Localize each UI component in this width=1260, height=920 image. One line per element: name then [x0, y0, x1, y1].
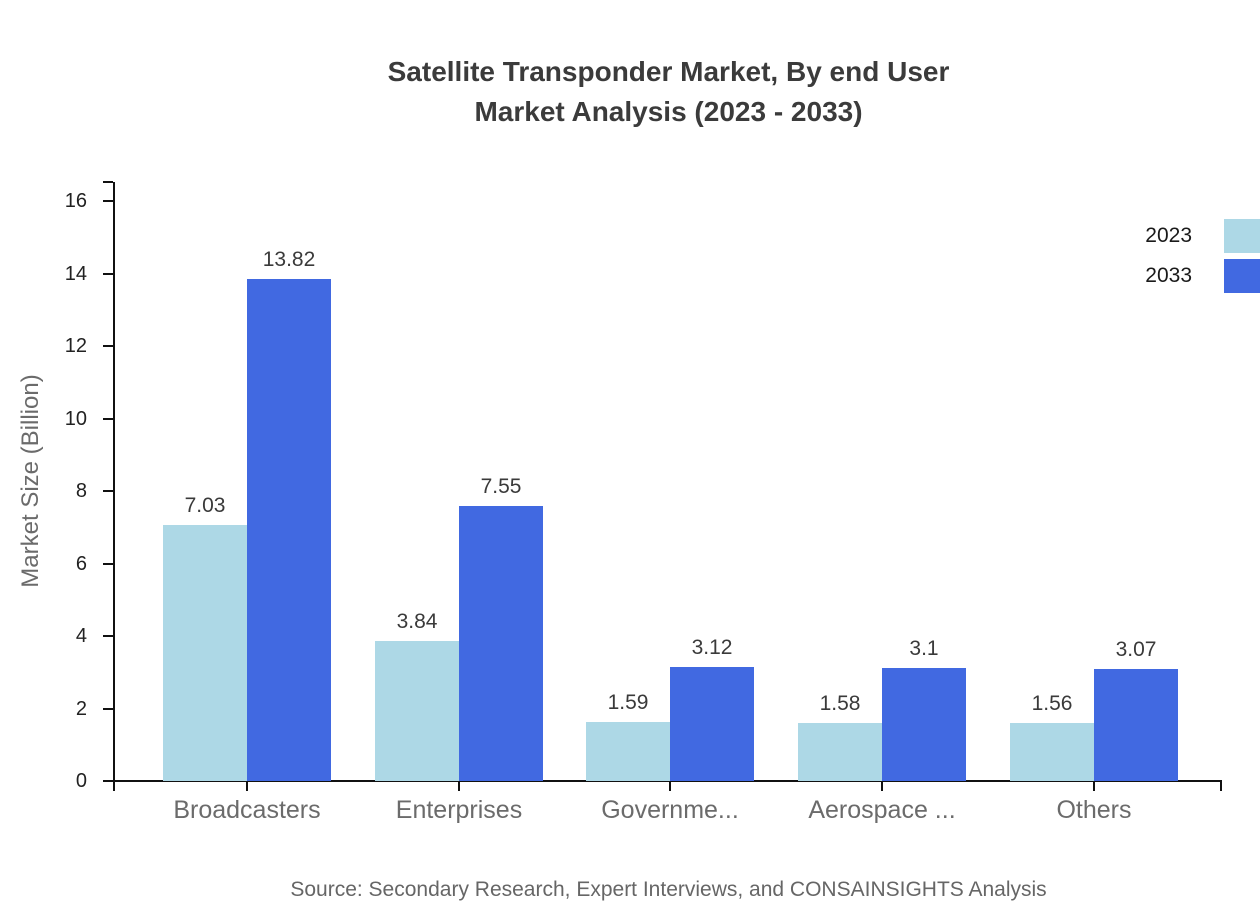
y-tick-mark — [103, 635, 113, 637]
y-tick-mark — [103, 200, 113, 202]
y-tick-mark — [103, 707, 113, 710]
y-tick-mark — [103, 272, 113, 275]
category-label: Enterprises — [395, 796, 523, 824]
x-tick-mark — [1093, 781, 1095, 791]
y-tick-mark — [103, 417, 113, 420]
value-label: 7.55 — [480, 475, 522, 499]
chart-title-line1: Satellite Transponder Market, By end Use… — [387, 56, 950, 87]
bar-2023-1 — [375, 640, 459, 781]
bar-2033-0 — [247, 279, 331, 781]
bar-2033-2 — [670, 666, 754, 781]
legend-item-2033: 2033 — [1145, 259, 1260, 293]
bar-2023-2 — [586, 722, 670, 781]
legend-swatch-2023 — [1224, 219, 1260, 253]
value-label: 1.58 — [819, 691, 861, 715]
bar-2033-3 — [882, 667, 966, 781]
y-tick-mark — [103, 562, 113, 565]
y-tick-mark — [103, 345, 113, 347]
y-axis-end-cap — [103, 181, 113, 183]
value-label: 3.12 — [691, 635, 733, 659]
bar-2023-3 — [798, 722, 882, 781]
x-tick-mark — [246, 781, 248, 791]
legend-label-2033: 2033 — [1145, 264, 1192, 287]
chart-title: Satellite Transponder Market, By end Use… — [115, 52, 1222, 132]
value-label: 3.07 — [1115, 637, 1157, 661]
value-label: 3.1 — [909, 636, 939, 660]
y-tick-label: 4 — [75, 625, 87, 647]
y-tick-label: 6 — [75, 552, 87, 575]
legend-item-2023: 2023 — [1145, 219, 1260, 253]
value-label: 3.84 — [396, 609, 438, 633]
x-tick-mark — [669, 781, 671, 791]
y-axis-line — [113, 182, 115, 791]
y-tick-label: 8 — [75, 480, 87, 502]
bar-2023-4 — [1010, 723, 1094, 781]
value-label: 13.82 — [262, 248, 316, 272]
value-label: 1.59 — [607, 691, 649, 715]
legend: 2023 2033 — [1145, 219, 1260, 299]
category-label: Broadcasters — [173, 796, 321, 824]
y-tick-label: 14 — [64, 262, 87, 285]
y-tick-mark — [103, 490, 113, 492]
bar-2033-4 — [1094, 668, 1178, 781]
category-label: Others — [1056, 796, 1132, 824]
x-axis-end-tick — [1220, 781, 1222, 791]
source-note: Source: Secondary Research, Expert Inter… — [290, 878, 1047, 901]
category-label: Governme... — [601, 796, 739, 824]
bar-2033-1 — [459, 506, 543, 781]
y-tick-label: 12 — [64, 335, 87, 357]
value-label: 1.56 — [1031, 692, 1073, 716]
y-tick-label: 2 — [75, 697, 87, 720]
category-label: Aerospace ... — [808, 796, 956, 824]
x-tick-mark — [881, 781, 883, 791]
legend-swatch-2033 — [1224, 259, 1260, 293]
y-tick-mark — [103, 780, 113, 782]
x-axis-line — [115, 780, 1222, 782]
bar-2023-0 — [163, 525, 247, 781]
x-tick-mark — [458, 781, 460, 791]
legend-label-2023: 2023 — [1145, 224, 1192, 247]
value-label: 7.03 — [184, 494, 226, 518]
y-tick-label: 16 — [64, 190, 87, 212]
y-tick-label: 0 — [75, 770, 87, 792]
chart-title-line2: Market Analysis (2023 - 2033) — [474, 96, 863, 127]
y-tick-label: 10 — [64, 407, 87, 430]
